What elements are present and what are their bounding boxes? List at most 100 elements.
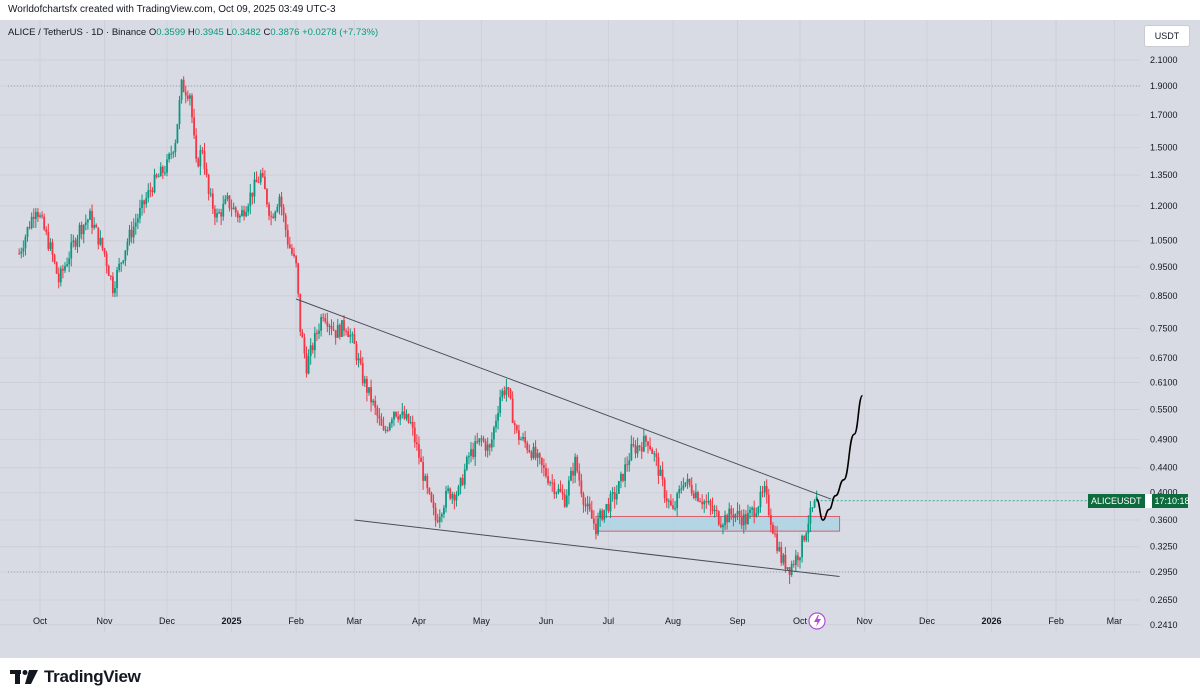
x-tick-label: Feb xyxy=(288,616,304,626)
candle-body xyxy=(89,210,91,220)
candle-body xyxy=(222,203,225,217)
candle-body xyxy=(334,330,337,338)
candle-body xyxy=(53,254,56,263)
candle-body xyxy=(43,216,46,230)
candle-body xyxy=(218,212,220,214)
candle-body xyxy=(324,318,327,322)
candle-body xyxy=(26,227,29,238)
candle-body xyxy=(586,503,589,507)
candle-body xyxy=(382,425,385,430)
candle-body xyxy=(678,488,681,494)
candle-body xyxy=(386,429,389,431)
candle-body xyxy=(366,378,368,393)
trendline xyxy=(354,519,840,577)
candle-body xyxy=(447,488,450,491)
candle-body xyxy=(409,421,412,423)
event-marker-icon xyxy=(808,612,826,630)
candle-body xyxy=(540,457,543,465)
candle-body xyxy=(513,423,516,426)
candle-body xyxy=(380,418,383,426)
candle-body xyxy=(118,263,121,270)
candle-body xyxy=(116,269,118,289)
candle-body xyxy=(761,491,764,493)
candle-body xyxy=(238,215,241,218)
candle-body xyxy=(526,442,529,451)
candle-body xyxy=(363,378,366,384)
candle-body xyxy=(216,213,218,218)
candle-body xyxy=(468,455,470,457)
candle-body xyxy=(124,250,127,261)
candle-body xyxy=(701,501,704,505)
candle-body xyxy=(632,443,635,446)
candle-body xyxy=(49,242,52,249)
candle-body xyxy=(234,207,237,213)
x-tick-label: Feb xyxy=(1048,616,1064,626)
candle-body xyxy=(182,79,185,93)
candle-body xyxy=(578,471,581,481)
candle-body xyxy=(180,79,183,100)
price-chart[interactable]: 2.1000 1.9000 1.7000 1.5000 1.3500 1.2000 1.05… xyxy=(0,20,1200,658)
candle-body xyxy=(274,211,277,219)
candle-body xyxy=(257,182,260,184)
candle-body xyxy=(538,453,541,458)
candle-body xyxy=(57,273,60,283)
candle-body xyxy=(717,511,720,525)
candle-body xyxy=(249,192,252,207)
candle-body xyxy=(37,211,39,217)
candle-body xyxy=(395,411,397,417)
candle-body xyxy=(744,514,747,525)
candle-body xyxy=(284,215,287,230)
candle-body xyxy=(205,168,208,175)
candle-body xyxy=(465,456,468,470)
candle-body xyxy=(553,482,556,494)
candle-body xyxy=(103,248,106,254)
candle-body xyxy=(139,207,141,219)
candle-body xyxy=(545,467,547,477)
candle-body xyxy=(638,445,641,448)
y-tick-label: 0.4900 xyxy=(1150,435,1178,445)
candle-body xyxy=(276,206,279,212)
candle-body xyxy=(430,492,433,502)
currency-button[interactable]: USDT xyxy=(1144,25,1190,47)
x-tick-label: 2025 xyxy=(222,616,242,626)
candle-body xyxy=(740,516,743,526)
candle-body xyxy=(605,504,608,510)
candle-body xyxy=(561,491,564,495)
candle-body xyxy=(759,491,762,508)
candle-body xyxy=(640,447,643,452)
candle-body xyxy=(147,190,150,198)
candle-body xyxy=(68,258,71,265)
x-tick-label: Apr xyxy=(412,616,426,626)
change-value: +0.0278 (+7.73%) xyxy=(302,27,379,38)
candle-body xyxy=(418,444,420,458)
candle-body xyxy=(411,421,414,428)
y-tick-label: 1.9000 xyxy=(1150,81,1178,91)
candle-body xyxy=(505,387,508,395)
reference-levels xyxy=(8,85,1140,573)
candle-body xyxy=(164,172,166,174)
candle-body xyxy=(567,480,570,496)
candle-body xyxy=(189,95,191,99)
candle-body xyxy=(726,515,729,523)
chart-area[interactable] xyxy=(0,20,1200,658)
candle-body xyxy=(253,179,256,197)
candle-body xyxy=(149,190,152,192)
candle-body xyxy=(132,226,135,238)
candle-body xyxy=(241,210,243,216)
candle-body xyxy=(588,503,591,510)
candle-body xyxy=(582,494,585,505)
candle-body xyxy=(715,509,718,512)
candle-body xyxy=(574,456,577,476)
candle-body xyxy=(378,415,381,419)
y-tick-label: 1.5000 xyxy=(1150,143,1178,153)
candle-body xyxy=(41,215,43,217)
symbol-info: ALICE / TetherUS · 1D · Binance O0.3599 … xyxy=(8,27,378,38)
candle-body xyxy=(742,514,745,526)
candle-body xyxy=(64,266,66,271)
candle-body xyxy=(178,99,181,125)
candle-body xyxy=(584,504,587,507)
candle-body xyxy=(80,224,83,235)
candle-body xyxy=(713,509,716,512)
candle-body xyxy=(126,241,129,251)
candle-body xyxy=(590,509,593,519)
